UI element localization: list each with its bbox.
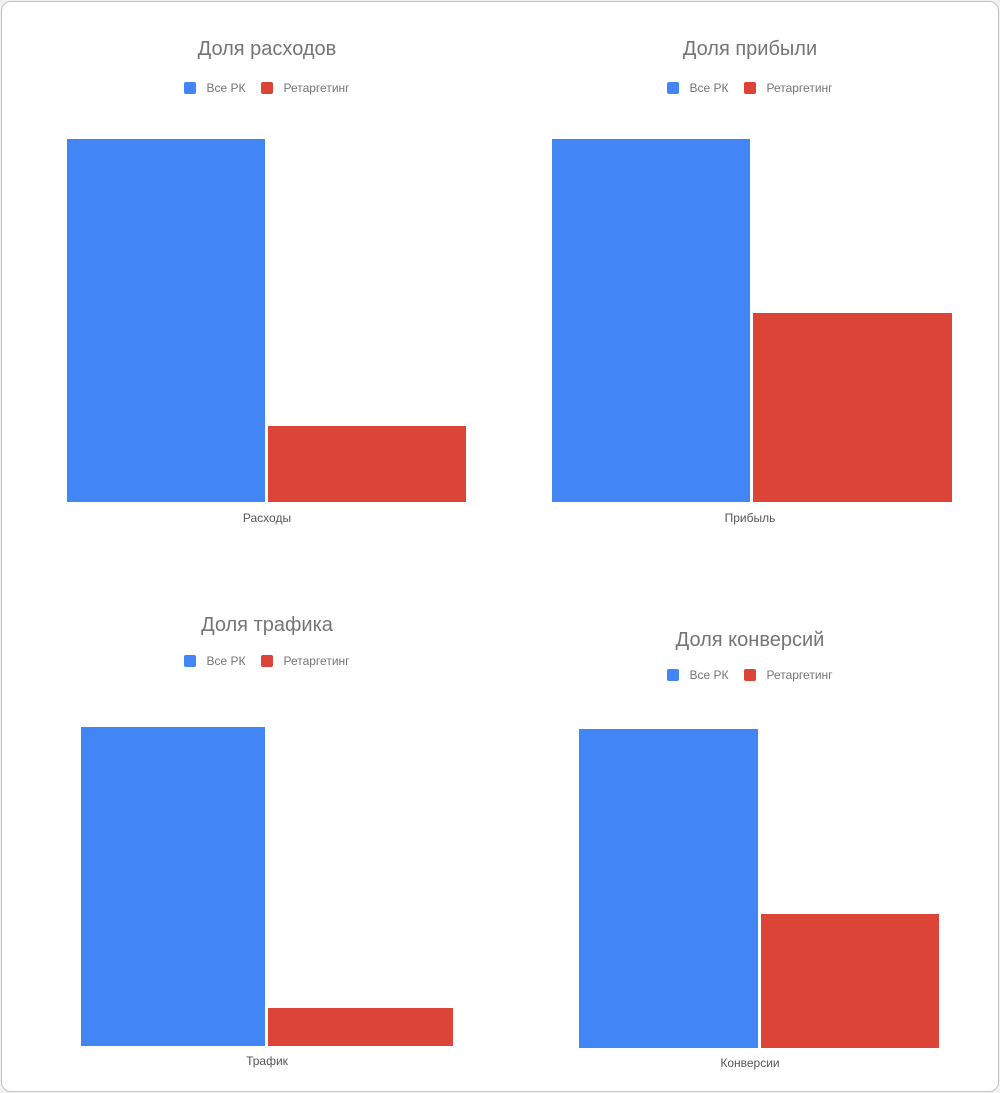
legend-swatch-retargeting [261,655,274,667]
bar-all[interactable] [81,727,265,1046]
bar-retargeting[interactable] [268,1007,453,1046]
legend-item-retargeting[interactable]: Ретаргетинг [744,668,833,682]
legend-label-all: Все РК [206,654,246,668]
legend-swatch-all [667,669,680,681]
plot-area [579,729,939,1048]
bar-retargeting[interactable] [761,914,939,1048]
chart-title: Доля расходов [197,38,337,60]
bar-all[interactable] [552,139,750,502]
chart-title: Доля конверсий [675,629,825,651]
legend-label-retargeting: Ретаргетинг [283,654,350,668]
legend-label-retargeting: Ретаргетинг [766,81,833,95]
category-label: Конверсии [720,1056,780,1070]
category-label: Трафик [246,1054,288,1068]
chart-traffic-share: Доля трафика Все РК Ретаргетинг Трафик [2,562,532,1091]
chart-title: Доля трафика [201,614,333,636]
legend-item-all[interactable]: Все РК [184,81,245,95]
bar-all[interactable] [579,729,758,1048]
bar-retargeting[interactable] [753,313,952,502]
plot-area [552,139,952,502]
legend-item-all[interactable]: Все РК [667,81,728,95]
legend-swatch-all [184,655,197,667]
plot-area [81,727,453,1046]
legend-item-retargeting[interactable]: Ретаргетинг [261,81,350,95]
chart-conversion-share: Доля конверсий Все РК Ретаргетинг Конвер… [502,562,998,1091]
legend-label-retargeting: Ретаргетинг [766,668,833,682]
legend-item-all[interactable]: Все РК [184,654,245,668]
legend-item-retargeting[interactable]: Ретаргетинг [261,654,350,668]
bar-all[interactable] [67,139,265,502]
chart-legend: Все РК Ретаргетинг [2,654,532,668]
legend-label-all: Все РК [689,81,729,95]
chart-legend: Все РК Ретаргетинг [2,81,532,95]
chart-profit-share: Доля прибыли Все РК Ретаргетинг Прибыль [502,2,998,547]
legend-swatch-all [184,82,197,94]
legend-swatch-retargeting [744,669,757,681]
legend-swatch-retargeting [261,82,274,94]
chart-legend: Все РК Ретаргетинг [502,668,998,682]
legend-item-retargeting[interactable]: Ретаргетинг [744,81,833,95]
legend-swatch-retargeting [744,82,757,94]
legend-item-all[interactable]: Все РК [667,668,728,682]
chart-legend: Все РК Ретаргетинг [502,81,998,95]
plot-area [67,139,466,502]
category-label: Прибыль [724,511,776,525]
bar-retargeting[interactable] [268,425,466,502]
category-label: Расходы [242,511,292,525]
legend-swatch-all [667,82,680,94]
chart-title: Доля прибыли [682,38,818,60]
legend-label-retargeting: Ретаргетинг [283,81,350,95]
legend-label-all: Все РК [206,81,246,95]
legend-label-all: Все РК [689,668,729,682]
chart-spend-share: Доля расходов Все РК Ретаргетинг Расходы [2,2,532,547]
